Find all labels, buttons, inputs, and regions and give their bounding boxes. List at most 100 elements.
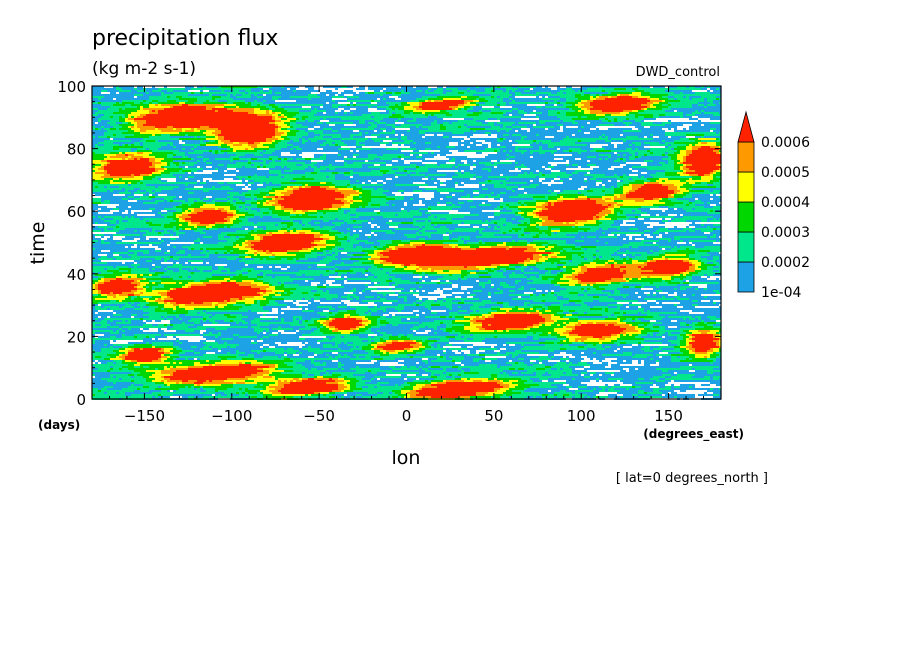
precip-cell [320,170,350,172]
precip-cell [365,122,368,124]
precip-cell [350,112,353,114]
precip-cell [590,112,620,114]
precip-cell [380,112,389,114]
precip-cell [356,272,362,274]
precip-cell [398,156,401,158]
precip-cell [263,274,266,276]
precip-cell [557,164,566,166]
precip-cell [686,114,695,116]
precip-cell [314,164,329,166]
precip-cell [323,208,329,210]
precip-cell [245,252,254,254]
precip-cell [125,136,149,138]
precip-cell [122,102,134,104]
precip-cell [125,104,131,106]
precip-cell [152,134,155,136]
precip-cell [374,284,389,286]
precip-cell [251,90,260,92]
precip-cell [383,154,404,156]
precip-cell [206,202,215,204]
precip-cell [110,250,128,252]
precip-cell [245,148,248,150]
precip-cell [248,272,260,274]
precip-cell [578,274,623,276]
precip-cell [632,166,674,168]
precip-cell [674,246,677,248]
precip-cell [380,256,389,258]
precip-cell [548,234,551,236]
precip-cell [698,138,716,140]
precip-cell [518,88,530,90]
precip-cell [353,136,365,138]
precip-cell [92,168,98,170]
precip-cell [608,208,614,210]
precip-cell [602,110,623,112]
precip-cell [500,104,506,106]
precip-cell [98,114,104,116]
precip-cell [632,142,641,144]
precip-cell [203,242,218,244]
precip-cell [404,168,416,170]
precip-cell [344,194,350,196]
precip-cell [359,120,365,122]
precip-cell [203,260,239,262]
precip-cell [614,194,620,196]
precip-cell [92,104,101,106]
precip-cell [203,158,209,160]
precip-cell [539,268,545,270]
precip-cell [257,222,281,224]
precip-cell [164,200,167,202]
precip-cell [290,148,293,150]
precip-cell [245,200,257,202]
precip-cell [611,154,617,156]
precip-cell [611,254,623,256]
precip-cell [389,288,392,290]
precip-cell [383,250,389,252]
precip-cell [326,168,329,170]
precip-cell [557,282,578,284]
precip-cell [407,172,410,174]
precip-cell [344,204,350,206]
precip-cell [374,140,380,142]
precip-cell [203,160,206,162]
precip-cell [368,236,371,238]
precip-cell [632,144,635,146]
precip-cell [545,256,548,258]
precip-cell [653,86,665,88]
precip-cell [464,170,488,172]
precip-cell [326,246,335,248]
precip-cell [209,250,227,252]
precip-cell [485,196,488,198]
precip-cell [425,188,455,190]
precip-cell [608,118,614,120]
precip-cell [107,238,113,240]
precip-cell [512,98,542,100]
precip-cell [491,276,506,278]
precip-cell [281,148,290,150]
precip-cell [623,122,632,124]
precip-cell [506,268,515,270]
precip-cell [188,208,194,210]
precip-cell [266,200,269,202]
precip-cell [539,152,545,154]
precip-cell [299,222,302,224]
precip-cell [428,88,431,90]
precip-cell [545,106,566,108]
precip-cell [101,102,116,104]
precip-cell [602,94,617,96]
precip-cell [617,154,620,156]
precip-cell [287,250,299,252]
precip-cell [683,116,692,118]
precip-cell [137,152,143,154]
precip-cell [581,266,587,268]
precip-cell [686,230,689,232]
precip-cell [524,216,533,218]
precip-cell [563,128,590,130]
precip-cell [527,172,530,174]
precip-cell [659,286,680,288]
precip-cell [107,268,119,270]
precip-cell [392,126,410,128]
precip-cell [629,286,635,288]
precip-cell [134,116,137,118]
precip-cell [269,122,275,124]
